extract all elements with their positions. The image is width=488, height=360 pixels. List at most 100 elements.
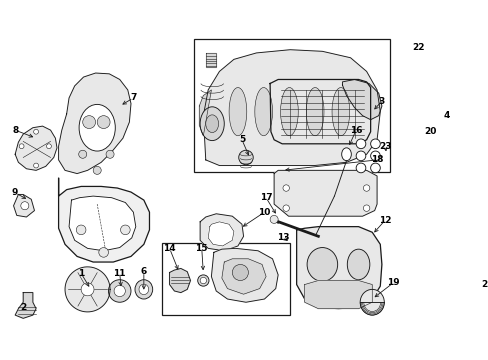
Circle shape	[106, 150, 114, 158]
Polygon shape	[169, 269, 190, 293]
Ellipse shape	[355, 151, 365, 161]
Text: 9: 9	[12, 188, 19, 197]
Ellipse shape	[346, 249, 369, 280]
Ellipse shape	[254, 87, 272, 136]
Polygon shape	[203, 50, 380, 166]
Text: 6: 6	[141, 267, 147, 276]
Text: 18: 18	[370, 156, 383, 165]
Text: 8: 8	[12, 126, 18, 135]
Circle shape	[283, 205, 289, 211]
Ellipse shape	[470, 260, 480, 274]
Text: 17: 17	[259, 193, 272, 202]
Polygon shape	[199, 90, 211, 136]
Ellipse shape	[370, 163, 380, 173]
Ellipse shape	[331, 87, 349, 136]
Ellipse shape	[139, 284, 148, 294]
Polygon shape	[59, 73, 131, 174]
Polygon shape	[211, 248, 278, 302]
Polygon shape	[15, 126, 57, 170]
Polygon shape	[342, 80, 381, 120]
Text: 3: 3	[378, 97, 384, 106]
Ellipse shape	[341, 148, 350, 161]
Text: 19: 19	[386, 278, 399, 287]
Circle shape	[93, 166, 101, 174]
Circle shape	[34, 163, 39, 168]
Polygon shape	[427, 166, 457, 194]
Polygon shape	[205, 53, 216, 67]
Ellipse shape	[197, 275, 208, 286]
Ellipse shape	[200, 107, 224, 141]
Text: 4: 4	[443, 111, 449, 120]
Ellipse shape	[475, 145, 488, 170]
Ellipse shape	[355, 163, 365, 173]
Text: 22: 22	[412, 43, 424, 52]
Circle shape	[432, 174, 448, 190]
Polygon shape	[200, 214, 243, 251]
Circle shape	[232, 265, 248, 280]
Circle shape	[21, 202, 29, 210]
Text: 23: 23	[378, 142, 390, 151]
Circle shape	[46, 144, 51, 149]
Circle shape	[200, 277, 206, 284]
Circle shape	[120, 225, 130, 235]
Circle shape	[114, 285, 125, 297]
Text: 10: 10	[258, 208, 270, 217]
Polygon shape	[296, 227, 381, 309]
Polygon shape	[434, 141, 488, 222]
Circle shape	[79, 150, 86, 158]
Circle shape	[436, 177, 446, 186]
Ellipse shape	[280, 87, 298, 136]
Circle shape	[269, 215, 278, 224]
Text: 16: 16	[349, 126, 362, 135]
Circle shape	[99, 248, 108, 257]
Ellipse shape	[452, 145, 467, 170]
Text: 14: 14	[163, 244, 176, 253]
Text: 21: 21	[480, 280, 488, 289]
Ellipse shape	[228, 87, 246, 136]
Polygon shape	[434, 241, 486, 294]
Polygon shape	[65, 267, 110, 312]
Circle shape	[363, 205, 369, 211]
Text: 7: 7	[130, 94, 136, 103]
Polygon shape	[222, 259, 265, 294]
Circle shape	[19, 144, 24, 149]
Circle shape	[283, 185, 289, 191]
Text: 2: 2	[20, 302, 26, 311]
Ellipse shape	[305, 87, 324, 136]
Polygon shape	[208, 222, 233, 246]
Circle shape	[363, 185, 369, 191]
Text: 11: 11	[113, 269, 126, 278]
Polygon shape	[14, 194, 34, 217]
Ellipse shape	[441, 260, 451, 274]
Text: 1: 1	[78, 269, 84, 278]
Ellipse shape	[238, 150, 253, 165]
Polygon shape	[15, 293, 36, 318]
Circle shape	[108, 280, 131, 302]
Ellipse shape	[370, 139, 380, 149]
Circle shape	[81, 283, 94, 296]
Ellipse shape	[370, 151, 380, 161]
Ellipse shape	[360, 289, 384, 315]
Ellipse shape	[355, 139, 365, 149]
Circle shape	[34, 129, 39, 134]
Polygon shape	[304, 280, 371, 309]
Bar	[193, 39, 389, 172]
Polygon shape	[269, 80, 370, 144]
Ellipse shape	[79, 104, 115, 151]
Ellipse shape	[306, 248, 337, 281]
Text: 12: 12	[378, 216, 390, 225]
Polygon shape	[59, 179, 149, 262]
Text: 13: 13	[277, 233, 289, 242]
Text: 5: 5	[238, 135, 244, 144]
Circle shape	[97, 116, 110, 129]
Circle shape	[436, 175, 446, 185]
Ellipse shape	[456, 260, 466, 274]
Circle shape	[82, 116, 95, 129]
Polygon shape	[69, 196, 136, 251]
Text: 15: 15	[195, 244, 207, 253]
Ellipse shape	[205, 115, 218, 132]
Circle shape	[76, 225, 86, 235]
Bar	[161, 243, 289, 315]
Polygon shape	[274, 170, 376, 216]
Text: 20: 20	[423, 127, 435, 136]
